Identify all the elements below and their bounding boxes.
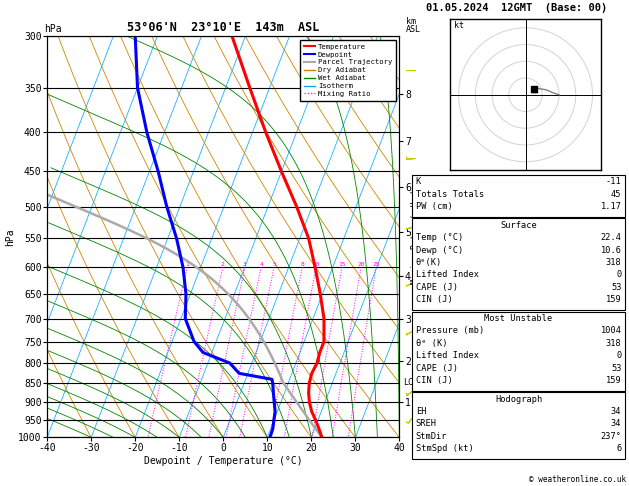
Text: 1: 1 xyxy=(186,262,189,267)
Text: SREH: SREH xyxy=(416,419,437,429)
Text: 1004: 1004 xyxy=(601,327,621,335)
Text: StmSpd (kt): StmSpd (kt) xyxy=(416,444,474,453)
Text: 159: 159 xyxy=(606,295,621,304)
Text: EH: EH xyxy=(416,407,426,416)
Text: 45: 45 xyxy=(611,190,621,199)
Text: Lifted Index: Lifted Index xyxy=(416,351,479,360)
Text: 01.05.2024  12GMT  (Base: 00): 01.05.2024 12GMT (Base: 00) xyxy=(426,3,608,14)
Text: 3: 3 xyxy=(243,262,247,267)
Text: Dewp (°C): Dewp (°C) xyxy=(416,246,463,255)
Text: 25: 25 xyxy=(372,262,380,267)
Text: km
ASL: km ASL xyxy=(406,17,421,34)
Text: Totals Totals: Totals Totals xyxy=(416,190,484,199)
Legend: Temperature, Dewpoint, Parcel Trajectory, Dry Adiabat, Wet Adiabat, Isotherm, Mi: Temperature, Dewpoint, Parcel Trajectory… xyxy=(301,40,396,101)
Text: 2: 2 xyxy=(221,262,225,267)
Text: 10: 10 xyxy=(313,262,320,267)
Text: 22.4: 22.4 xyxy=(601,233,621,243)
Text: θᵉ(K): θᵉ(K) xyxy=(416,258,442,267)
Y-axis label: km
ASL: km ASL xyxy=(417,218,432,237)
Text: 318: 318 xyxy=(606,339,621,348)
Text: 237°: 237° xyxy=(601,432,621,441)
Text: 8: 8 xyxy=(300,262,304,267)
Text: 1.17: 1.17 xyxy=(601,202,621,211)
Text: © weatheronline.co.uk: © weatheronline.co.uk xyxy=(530,474,626,484)
Y-axis label: hPa: hPa xyxy=(5,228,15,246)
Text: CIN (J): CIN (J) xyxy=(416,376,452,385)
Text: CAPE (J): CAPE (J) xyxy=(416,364,458,373)
Text: Hodograph: Hodograph xyxy=(495,395,542,404)
Text: -11: -11 xyxy=(606,177,621,187)
Text: Temp (°C): Temp (°C) xyxy=(416,233,463,243)
Text: Surface: Surface xyxy=(500,221,537,230)
Text: θᵉ (K): θᵉ (K) xyxy=(416,339,447,348)
Text: 53°06'N  23°10'E  143m  ASL: 53°06'N 23°10'E 143m ASL xyxy=(127,21,320,34)
Text: kt: kt xyxy=(454,21,464,30)
Text: 15: 15 xyxy=(338,262,346,267)
Text: 34: 34 xyxy=(611,407,621,416)
Text: Lifted Index: Lifted Index xyxy=(416,270,479,279)
Text: Mixing Ratio (g/kg): Mixing Ratio (g/kg) xyxy=(411,190,420,284)
Text: LCL: LCL xyxy=(404,378,418,387)
Text: 10.6: 10.6 xyxy=(601,246,621,255)
Text: CIN (J): CIN (J) xyxy=(416,295,452,304)
Text: 20: 20 xyxy=(357,262,365,267)
Text: StmDir: StmDir xyxy=(416,432,447,441)
Text: 318: 318 xyxy=(606,258,621,267)
Text: 53: 53 xyxy=(611,364,621,373)
Text: CAPE (J): CAPE (J) xyxy=(416,283,458,292)
Text: 53: 53 xyxy=(611,283,621,292)
Text: hPa: hPa xyxy=(44,24,62,34)
Text: 159: 159 xyxy=(606,376,621,385)
Text: Pressure (mb): Pressure (mb) xyxy=(416,327,484,335)
Text: PW (cm): PW (cm) xyxy=(416,202,452,211)
Text: Most Unstable: Most Unstable xyxy=(484,314,553,323)
Text: 4: 4 xyxy=(259,262,263,267)
Text: 0: 0 xyxy=(616,270,621,279)
X-axis label: Dewpoint / Temperature (°C): Dewpoint / Temperature (°C) xyxy=(144,456,303,466)
Text: 6: 6 xyxy=(616,444,621,453)
Text: 34: 34 xyxy=(611,419,621,429)
Text: K: K xyxy=(416,177,421,187)
Text: 5: 5 xyxy=(272,262,276,267)
Text: 0: 0 xyxy=(616,351,621,360)
